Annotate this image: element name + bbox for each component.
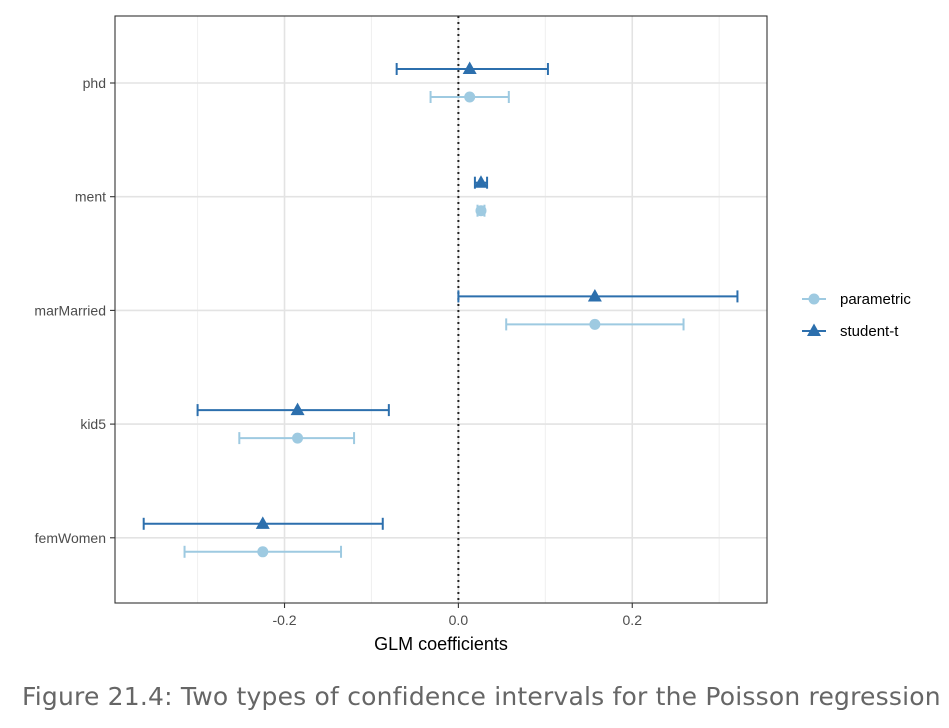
figure-caption: Figure 21.4: Two types of confidence int… <box>22 682 941 711</box>
interval-student-t-phd <box>395 61 549 75</box>
y-axis: phd ment marMarried kid5 femWomen <box>34 75 115 546</box>
y-tick-label: marMarried <box>34 302 106 318</box>
legend-label: student-t <box>840 323 899 340</box>
y-tick-label: kid5 <box>80 416 106 432</box>
panel-border <box>114 15 768 604</box>
coefficient-plot: phd ment marMarried kid5 femWomen -0.2 0.0 0.2… <box>34 15 911 654</box>
estimate-point <box>589 318 601 330</box>
legend-item-parametric: parametric <box>802 291 911 308</box>
estimate-point <box>475 205 487 217</box>
interval-marks <box>142 61 739 558</box>
y-tick-label: ment <box>75 189 106 205</box>
grid <box>115 16 767 603</box>
interval-student-t-marMarried <box>457 288 739 303</box>
interval-student-t-kid5 <box>196 402 390 417</box>
interval-parametric-ment <box>475 204 487 217</box>
estimate-point <box>290 402 305 416</box>
legend-label: parametric <box>840 291 911 308</box>
y-tick-label: femWomen <box>35 530 106 546</box>
interval-parametric-marMarried <box>505 318 685 331</box>
estimate-point <box>587 288 602 302</box>
x-axis: -0.2 0.0 0.2 <box>272 603 642 628</box>
estimate-point <box>257 546 269 558</box>
interval-parametric-kid5 <box>238 432 356 445</box>
estimate-point <box>255 516 270 529</box>
estimate-point <box>292 432 304 444</box>
legend-circle-icon <box>808 293 820 305</box>
x-tick-label: 0.0 <box>449 612 469 628</box>
x-tick-label: -0.2 <box>272 612 296 628</box>
estimate-point <box>462 61 477 75</box>
interval-parametric-phd <box>429 91 510 103</box>
estimate-point <box>464 91 476 103</box>
interval-student-t-ment <box>473 175 489 189</box>
legend-item-student-t: student-t <box>802 323 899 340</box>
interval-student-t-femWomen <box>142 516 384 530</box>
y-tick-label: phd <box>83 75 106 91</box>
legend-triangle-icon <box>807 323 821 336</box>
estimate-point <box>473 175 488 188</box>
x-axis-title: GLM coefficients <box>374 634 508 654</box>
legend: parametric student-t <box>802 291 911 340</box>
x-tick-label: 0.2 <box>623 612 643 628</box>
interval-parametric-femWomen <box>183 545 343 558</box>
